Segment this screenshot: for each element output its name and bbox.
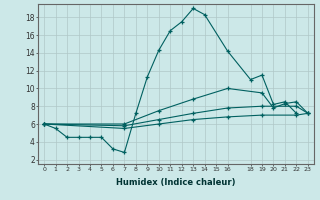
- X-axis label: Humidex (Indice chaleur): Humidex (Indice chaleur): [116, 178, 236, 187]
